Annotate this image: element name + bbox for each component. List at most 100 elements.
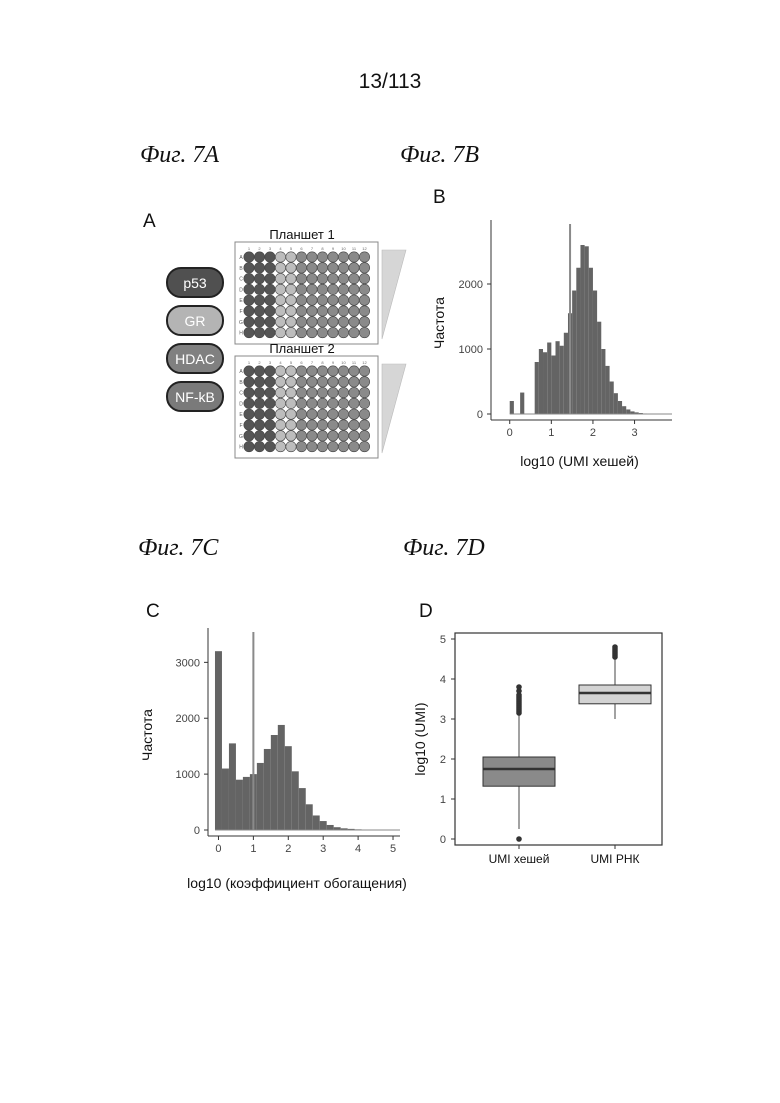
- y-tick-label: 0: [194, 825, 200, 837]
- hist-bar: [614, 393, 618, 414]
- hist-bar: [229, 743, 236, 830]
- plate-well: [265, 420, 275, 430]
- plate-well: [328, 306, 338, 316]
- histogram-umi-hashes: 0123010002000log10 (UMI хешей)Частота: [420, 210, 690, 480]
- plate-well: [265, 295, 275, 305]
- plate-well: [244, 327, 254, 337]
- plate-well: [328, 252, 338, 262]
- plate-well: [349, 366, 359, 376]
- hist-bar: [539, 349, 543, 414]
- plate-well: [349, 284, 359, 294]
- plate-well: [265, 398, 275, 408]
- plate-well: [275, 306, 285, 316]
- hist-bar: [285, 746, 292, 830]
- plate-well: [317, 398, 327, 408]
- plate-well: [359, 441, 369, 451]
- hist-bar: [320, 821, 327, 830]
- plate-well: [359, 284, 369, 294]
- plate-well: [349, 387, 359, 397]
- plate-well: [349, 441, 359, 451]
- plate-well: [359, 263, 369, 273]
- plates: Планшет 1123456789101112ABCDEFGHПланшет …: [235, 227, 406, 458]
- plate-well: [349, 263, 359, 273]
- plate-well: [307, 306, 317, 316]
- legend-label: GR: [185, 313, 206, 329]
- hist-bar: [306, 804, 313, 830]
- hist-bar: [535, 362, 539, 414]
- legend-label: p53: [183, 275, 207, 291]
- plate-well: [359, 420, 369, 430]
- plate-well: [275, 327, 285, 337]
- hist-bar: [236, 780, 243, 830]
- plate-well: [359, 398, 369, 408]
- x-tick-label: 1: [548, 427, 554, 439]
- plate-well: [317, 441, 327, 451]
- hist-bar: [299, 788, 306, 830]
- plate-well: [307, 409, 317, 419]
- plate-well: [307, 431, 317, 441]
- plate-well: [286, 327, 296, 337]
- y-tick-label: 2: [440, 754, 446, 766]
- hist-bar: [327, 825, 334, 830]
- hist-bar: [622, 406, 626, 414]
- plate-col-number: 10: [341, 246, 346, 251]
- plate-well: [296, 387, 306, 397]
- plate-well: [338, 252, 348, 262]
- plate-well: [296, 273, 306, 283]
- plate-well: [349, 252, 359, 262]
- plate-row-letter: H: [239, 445, 243, 451]
- y-tick-label: 2000: [459, 279, 483, 291]
- plate-title: Планшет 2: [269, 341, 334, 356]
- hist-bar: [257, 763, 264, 830]
- plate-well: [286, 431, 296, 441]
- panel-letter-b: B: [433, 187, 446, 209]
- plate-row-letter: H: [239, 331, 243, 337]
- x-tick-label: 0: [507, 427, 513, 439]
- plate-well: [328, 295, 338, 305]
- y-tick-label: 3000: [176, 657, 200, 669]
- plate-well: [254, 295, 264, 305]
- concentration-gradient: [382, 364, 406, 453]
- plate-col-number: 12: [362, 360, 367, 365]
- plate-well: [328, 387, 338, 397]
- plate-well: [307, 252, 317, 262]
- plate-well: [317, 327, 327, 337]
- hist-bar: [626, 409, 630, 414]
- plate-well: [307, 284, 317, 294]
- plate-well: [265, 327, 275, 337]
- hist-bar: [520, 393, 524, 414]
- plate-well: [286, 306, 296, 316]
- plate-well: [244, 252, 254, 262]
- hist-bar: [292, 771, 299, 830]
- plate-well: [275, 441, 285, 451]
- hist-bar: [564, 333, 568, 414]
- plate-well: [244, 273, 254, 283]
- plate-well: [307, 366, 317, 376]
- plate-well: [349, 306, 359, 316]
- plate-well: [328, 284, 338, 294]
- plate-well: [317, 295, 327, 305]
- plate-well: [317, 387, 327, 397]
- plate-well: [275, 366, 285, 376]
- plate-well: [359, 252, 369, 262]
- plate-well: [286, 295, 296, 305]
- plate-well: [265, 441, 275, 451]
- plate-well: [317, 263, 327, 273]
- plate-well: [349, 327, 359, 337]
- plate-well: [254, 306, 264, 316]
- plate-well: [338, 295, 348, 305]
- hist-bar: [589, 268, 593, 414]
- plate-well: [265, 431, 275, 441]
- outlier-point: [516, 836, 522, 842]
- plate-well: [317, 252, 327, 262]
- plate-well: [286, 377, 296, 387]
- plate-well: [244, 306, 254, 316]
- plate-well: [265, 263, 275, 273]
- plate-well: [328, 273, 338, 283]
- plate-well: [275, 252, 285, 262]
- plate-well: [317, 306, 327, 316]
- y-tick-label: 3: [440, 714, 446, 726]
- hist-bar: [547, 343, 551, 415]
- plate-well: [328, 327, 338, 337]
- hist-bar: [601, 349, 605, 414]
